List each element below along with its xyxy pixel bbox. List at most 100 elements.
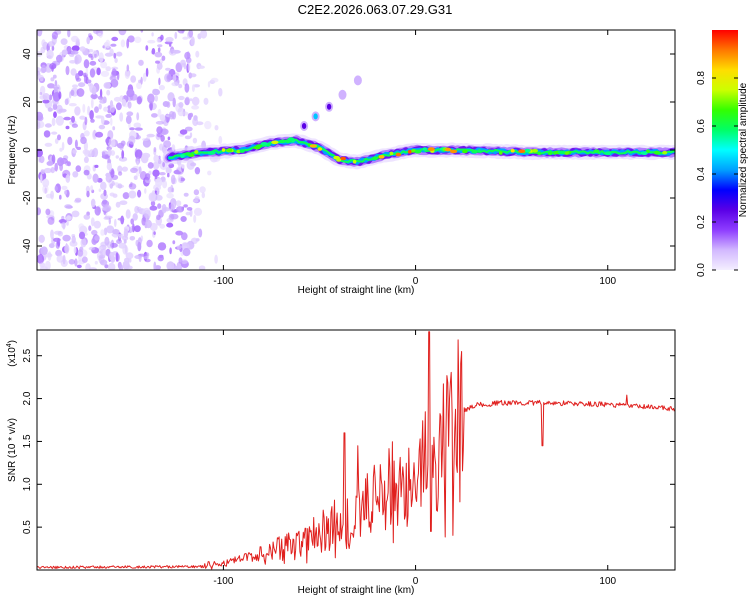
noise-blob — [114, 57, 118, 64]
colorbar-tick-label: 0.0 — [696, 263, 707, 277]
noise-blob — [107, 262, 116, 270]
noise-blob — [98, 124, 106, 130]
noise-blob — [144, 188, 147, 194]
noise-blob — [39, 75, 44, 82]
noise-blob — [111, 68, 117, 78]
noise-blob — [112, 126, 116, 131]
noise-blob — [129, 127, 135, 131]
snr-y-multiplier: (x104) — [6, 340, 18, 367]
signal-hotspot — [414, 149, 422, 154]
noise-blob — [106, 225, 115, 234]
noise-blob — [106, 89, 111, 96]
noise-blob — [154, 176, 158, 180]
noise-blob — [116, 71, 120, 81]
noise-blob — [125, 115, 132, 124]
noise-blob — [74, 106, 81, 116]
noise-blob — [93, 220, 102, 229]
noise-blob — [105, 39, 111, 49]
noise-blob — [43, 130, 51, 138]
signal-hotspot — [389, 151, 394, 156]
noise-blob — [59, 194, 62, 200]
noise-blob — [99, 88, 103, 98]
noise-blob — [50, 190, 54, 200]
noise-blob — [137, 241, 142, 252]
branch-core — [326, 103, 332, 110]
signal-hotspot — [518, 149, 526, 153]
signal-hotspot — [537, 151, 542, 155]
noise-blob — [172, 240, 176, 245]
noise-blob — [193, 207, 203, 216]
noise-blob — [185, 96, 190, 103]
noise-blob — [52, 74, 57, 79]
signal-hotspot — [352, 159, 357, 164]
noise-blob — [133, 175, 138, 180]
noise-blob — [97, 33, 102, 36]
noise-blob — [152, 169, 160, 177]
noise-blob — [194, 167, 201, 175]
signal-hotspot — [255, 144, 263, 148]
noise-blob — [163, 140, 172, 148]
noise-blob — [193, 214, 197, 223]
y-tick-label: 2.5 — [22, 348, 33, 362]
noise-blob — [156, 190, 160, 196]
y-tick-label: 1.5 — [22, 434, 33, 448]
y-tick-label: 20 — [22, 96, 33, 108]
noise-blob — [155, 60, 160, 64]
snr-x-ticks: -100 0 100 — [213, 330, 617, 587]
noise-blob — [182, 111, 189, 116]
noise-blob — [69, 60, 77, 64]
noise-blob — [48, 243, 55, 249]
noise-blob — [130, 218, 134, 225]
noise-blob — [85, 263, 91, 270]
noise-blob — [162, 207, 170, 212]
noise-blob — [134, 255, 142, 259]
colorbar-tick-label: 0.6 — [696, 119, 707, 133]
noise-blob — [184, 126, 193, 132]
noise-blob — [113, 96, 121, 102]
noise-blob — [53, 230, 62, 235]
noise-blob — [51, 45, 55, 51]
noise-blob — [153, 231, 156, 236]
noise-blob — [166, 261, 175, 270]
colorbar-label: Normalized spectral amplitude — [738, 82, 749, 217]
noise-blob — [122, 192, 130, 200]
noise-blob — [70, 89, 75, 96]
colorbar: 0.0 0.2 0.4 0.6 0.8 Normalized spectral ampl… — [696, 30, 749, 277]
branch-blob — [353, 75, 362, 86]
signal-hotspot — [531, 148, 539, 153]
noise-blob — [100, 229, 105, 236]
noise-blob — [109, 192, 115, 197]
noise-blob — [37, 254, 45, 264]
noise-blob — [107, 148, 112, 157]
noise-blob — [181, 164, 185, 169]
noise-blob — [162, 180, 168, 189]
spectrogram-panel: -100 0 100 -40 -20 0 20 40 Height of straight … — [7, 29, 676, 296]
noise-blob — [47, 83, 55, 89]
noise-blob — [89, 83, 94, 93]
noise-blob — [200, 30, 208, 39]
y-tick-label: -40 — [22, 238, 33, 253]
signal-hotspot — [340, 156, 347, 161]
noise-blob — [55, 249, 62, 257]
noise-blob — [82, 103, 86, 113]
noise-blob — [78, 231, 86, 240]
noise-blob — [175, 230, 184, 236]
branch-blob — [338, 89, 347, 100]
noise-blob — [110, 78, 119, 88]
noise-blob — [167, 92, 175, 102]
noise-blob — [172, 97, 176, 108]
noise-blob — [185, 211, 191, 216]
noise-blob — [114, 218, 117, 228]
noise-blob — [132, 223, 135, 233]
signal-hotspot — [477, 149, 482, 153]
noise-blob — [168, 203, 175, 212]
noise-blob — [109, 100, 114, 108]
noise-blob — [117, 183, 123, 189]
noise-blob — [51, 154, 56, 165]
noise-blob — [75, 73, 80, 81]
noise-blob — [120, 39, 126, 48]
noise-blob — [144, 173, 151, 181]
spectrogram-y-ticks: -40 -20 0 20 40 — [22, 48, 675, 253]
noise-blob — [198, 65, 205, 69]
noise-blob — [94, 106, 99, 113]
